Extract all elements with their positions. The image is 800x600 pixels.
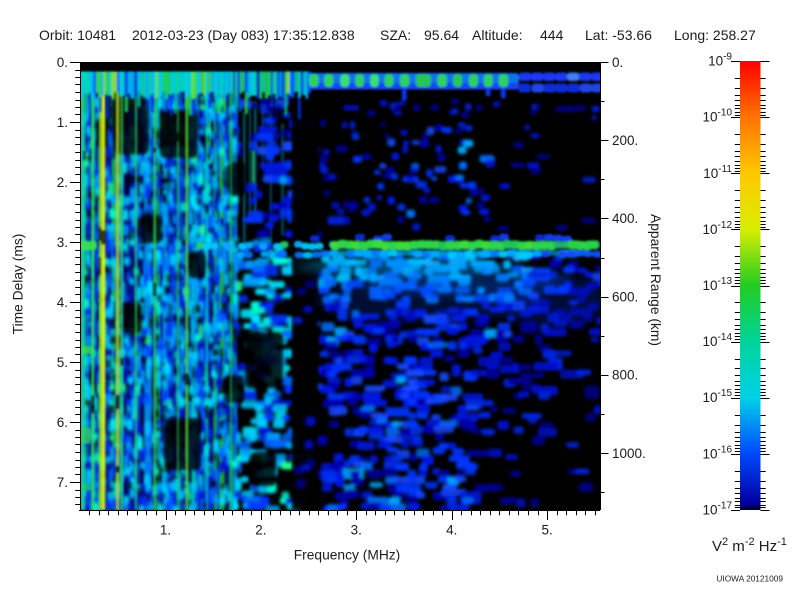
svg-text:0.: 0.: [612, 55, 623, 70]
svg-text:UIOWA 20121009: UIOWA 20121009: [716, 574, 783, 584]
svg-text:V2 m-2 Hz-1: V2 m-2 Hz-1: [712, 536, 787, 555]
svg-text:3.: 3.: [351, 523, 362, 538]
svg-text:400.: 400.: [612, 211, 638, 226]
svg-text:3.: 3.: [57, 235, 68, 250]
svg-text:800.: 800.: [612, 368, 638, 383]
svg-text:SZA:: SZA:: [380, 27, 411, 43]
svg-text:95.64: 95.64: [424, 27, 459, 43]
svg-text:1000.: 1000.: [612, 446, 646, 461]
svg-text:2.: 2.: [255, 523, 266, 538]
svg-text:Long: 258.27: Long: 258.27: [674, 27, 756, 43]
svg-text:5.: 5.: [57, 355, 68, 370]
svg-text:Apparent Range (km): Apparent Range (km): [648, 214, 663, 346]
svg-text:Orbit: 10481: Orbit: 10481: [39, 27, 116, 43]
svg-text:444: 444: [540, 27, 564, 43]
svg-text:2012-03-23 (Day 083) 17:35:12.: 2012-03-23 (Day 083) 17:35:12.838: [132, 27, 355, 43]
svg-text:7.: 7.: [57, 475, 68, 490]
svg-text:2.: 2.: [57, 175, 68, 190]
svg-text:0.: 0.: [57, 55, 68, 70]
svg-text:4.: 4.: [446, 523, 457, 538]
svg-text:Frequency (MHz): Frequency (MHz): [294, 548, 401, 563]
svg-text:4.: 4.: [57, 295, 68, 310]
svg-text:600.: 600.: [612, 289, 638, 304]
svg-text:1.: 1.: [160, 523, 171, 538]
svg-text:Altitude:: Altitude:: [472, 27, 523, 43]
svg-text:6.: 6.: [57, 415, 68, 430]
svg-text:5.: 5.: [541, 523, 552, 538]
svg-text:Lat: -53.66: Lat: -53.66: [585, 27, 652, 43]
svg-text:Time Delay (ms): Time Delay (ms): [11, 234, 26, 335]
svg-text:200.: 200.: [612, 133, 638, 148]
svg-text:1.: 1.: [57, 115, 68, 130]
